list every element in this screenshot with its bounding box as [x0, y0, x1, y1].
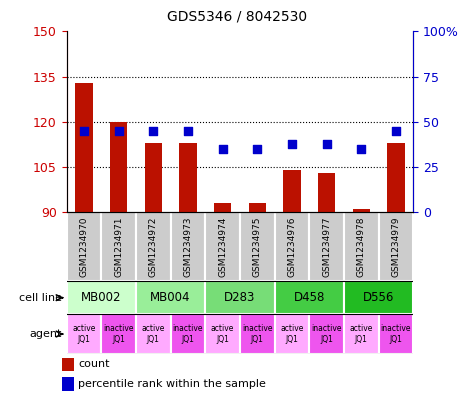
Bar	[62, 377, 74, 391]
Point	[323, 140, 331, 147]
Bar	[387, 143, 405, 212]
Text: GSM1234978: GSM1234978	[357, 217, 366, 277]
Text: GSM1234973: GSM1234973	[183, 217, 192, 277]
Bar	[318, 173, 335, 212]
Point	[358, 146, 365, 152]
Bar	[344, 281, 413, 314]
Bar	[240, 314, 275, 354]
Point	[392, 128, 400, 134]
Text: active
JQ1: active JQ1	[72, 324, 95, 344]
Bar	[275, 314, 309, 354]
Text: inactive
JQ1: inactive JQ1	[380, 324, 411, 344]
Text: GSM1234970: GSM1234970	[79, 217, 88, 277]
Bar	[101, 314, 136, 354]
Bar	[283, 170, 301, 212]
Text: count: count	[78, 359, 110, 369]
Bar	[179, 143, 197, 212]
Text: inactive
JQ1: inactive JQ1	[311, 324, 342, 344]
Bar	[275, 281, 344, 314]
Bar	[75, 83, 93, 212]
Text: GSM1234979: GSM1234979	[391, 217, 400, 277]
Bar	[240, 212, 275, 281]
Bar	[136, 212, 171, 281]
Bar	[309, 314, 344, 354]
Bar	[66, 314, 101, 354]
Bar	[62, 358, 74, 371]
Bar	[379, 314, 413, 354]
Bar	[275, 212, 309, 281]
Bar	[214, 203, 231, 212]
Text: GSM1234977: GSM1234977	[322, 217, 331, 277]
Bar	[144, 143, 162, 212]
Text: GDS5346 / 8042530: GDS5346 / 8042530	[167, 9, 308, 24]
Point	[184, 128, 192, 134]
Bar	[344, 314, 379, 354]
Bar	[110, 122, 127, 212]
Bar	[101, 212, 136, 281]
Bar	[66, 212, 101, 281]
Bar	[344, 212, 379, 281]
Text: active
JQ1: active JQ1	[280, 324, 304, 344]
Text: inactive
JQ1: inactive JQ1	[172, 324, 203, 344]
Text: GSM1234974: GSM1234974	[218, 217, 227, 277]
Text: MB004: MB004	[150, 291, 191, 304]
Bar	[205, 314, 240, 354]
Text: MB002: MB002	[81, 291, 122, 304]
Text: GSM1234971: GSM1234971	[114, 217, 123, 277]
Text: D556: D556	[363, 291, 394, 304]
Bar	[171, 212, 205, 281]
Bar	[309, 212, 344, 281]
Text: inactive
JQ1: inactive JQ1	[242, 324, 273, 344]
Point	[288, 140, 295, 147]
Text: percentile rank within the sample: percentile rank within the sample	[78, 379, 266, 389]
Text: D283: D283	[224, 291, 256, 304]
Point	[115, 128, 123, 134]
Text: active
JQ1: active JQ1	[350, 324, 373, 344]
Text: D458: D458	[294, 291, 325, 304]
Point	[80, 128, 88, 134]
Text: GSM1234972: GSM1234972	[149, 217, 158, 277]
Text: cell line: cell line	[19, 293, 62, 303]
Text: GSM1234976: GSM1234976	[287, 217, 296, 277]
Bar	[379, 212, 413, 281]
Bar	[136, 281, 205, 314]
Text: GSM1234975: GSM1234975	[253, 217, 262, 277]
Bar	[352, 209, 370, 212]
Bar	[136, 314, 171, 354]
Text: inactive
JQ1: inactive JQ1	[103, 324, 134, 344]
Bar	[205, 281, 275, 314]
Bar	[66, 281, 136, 314]
Bar	[205, 212, 240, 281]
Point	[254, 146, 261, 152]
Point	[218, 146, 227, 152]
Bar	[171, 314, 205, 354]
Point	[149, 128, 157, 134]
Text: agent: agent	[29, 329, 62, 339]
Text: active
JQ1: active JQ1	[142, 324, 165, 344]
Bar	[248, 203, 266, 212]
Text: active
JQ1: active JQ1	[211, 324, 234, 344]
